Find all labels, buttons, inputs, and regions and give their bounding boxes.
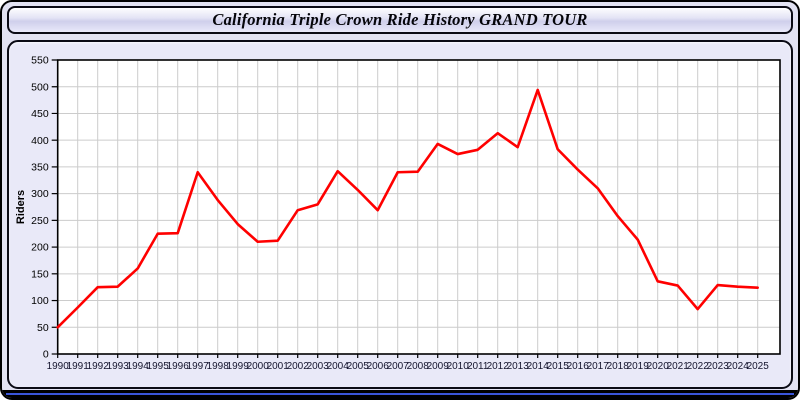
chart-panel	[7, 40, 793, 389]
page-title: California Triple Crown Ride History GRA…	[212, 10, 588, 29]
title-bar: California Triple Crown Ride History GRA…	[7, 6, 793, 34]
window-bottom-edge	[2, 390, 798, 398]
bottom-edge-accent-line	[6, 393, 794, 395]
